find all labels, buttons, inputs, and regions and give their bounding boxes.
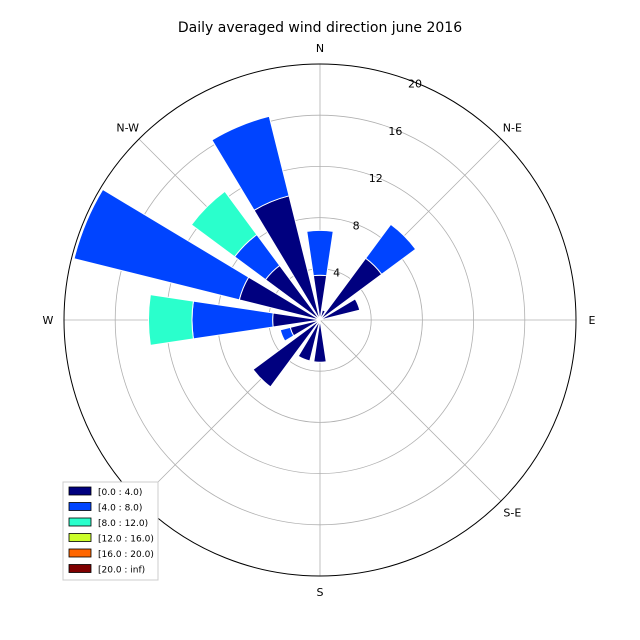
legend-swatch — [68, 548, 92, 558]
legend-label: [20.0 : inf) — [98, 566, 145, 576]
direction-label: N-E — [503, 122, 522, 135]
wind-bar-segment — [279, 326, 295, 342]
radial-tick-label: 4 — [333, 267, 340, 280]
legend-swatch — [68, 564, 92, 573]
legend-label: [4.0 : 8.0) — [98, 504, 142, 514]
legend-label: [0.0 : 4.0) — [98, 488, 142, 498]
legend-swatch — [68, 517, 92, 527]
wind-bar-segment — [73, 188, 250, 301]
legend-label: [8.0 : 12.0) — [98, 519, 148, 529]
wind-bar-segment — [319, 298, 361, 321]
legend: [0.0 : 4.0) [4.0 : 8.0) [8.0 : 12.0) [12.0 … — [62, 481, 159, 581]
legend-box — [62, 481, 159, 581]
legend-label: [12.0 : 16.0) — [98, 535, 154, 545]
wind-bar-segment — [252, 319, 321, 388]
wind-bar-segment — [148, 294, 194, 346]
wind-bar-segment — [191, 300, 274, 340]
direction-label: W — [43, 314, 54, 327]
chart-title: Daily averaged wind direction june 2016 — [178, 20, 462, 36]
radial-tick-label: 8 — [353, 219, 360, 232]
direction-label: S — [317, 586, 324, 599]
legend-swatch — [68, 502, 92, 511]
wind-bar-segment — [211, 115, 290, 211]
legend-swatch — [68, 486, 92, 496]
direction-label: N-W — [116, 122, 139, 135]
wind-bar-segment — [313, 319, 327, 363]
radial-tick-label: 20 — [408, 77, 422, 90]
wind-bar-segment — [364, 223, 417, 276]
wind-bar-segment — [297, 319, 321, 362]
radial-tick-label: 12 — [369, 172, 383, 185]
outer-ring — [63, 63, 577, 577]
legend-label: [16.0 : 20.0) — [98, 550, 154, 560]
wind-bar-segment — [190, 190, 258, 258]
direction-label: E — [589, 314, 596, 327]
direction-label: N — [316, 42, 324, 55]
wind-bar-segment — [306, 229, 334, 277]
radial-tick-label: 16 — [388, 125, 402, 138]
direction-label: S-E — [503, 506, 521, 519]
wind-bars — [73, 115, 417, 388]
legend-swatch — [68, 533, 92, 542]
radial-tick-labels: 4 8 12 16 20 — [333, 77, 422, 279]
